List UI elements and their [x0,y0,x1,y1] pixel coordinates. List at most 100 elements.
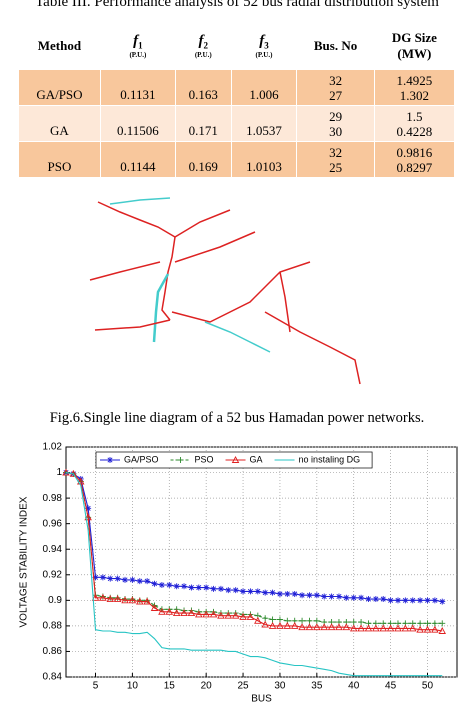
y-tick-label: 0.92 [43,569,63,580]
plot-area [65,446,458,678]
marker [91,593,100,601]
legend-label: GA/PSO [124,454,159,464]
cell-line: 30 [329,123,343,139]
marker [364,624,373,632]
marker [380,596,387,603]
header-cell: f2 (P.U.) [174,22,232,70]
table-cell: 1.006 [230,69,298,106]
series-line [65,472,443,603]
table-cell: GA/PSO [18,69,101,106]
table-cell: 1.5 0.4228 [373,105,456,142]
y-tick-label: 0.9 [48,595,62,606]
marker [158,607,166,615]
header-text: Bus. No [313,38,358,53]
chart: 0.84 0.86 0.88 0.9 0.92 0.94 0.96 0.98 1 1.02 5 10 1… [19,442,458,703]
marker [99,574,106,581]
header-text: Method [37,38,82,53]
feeder [204,321,271,353]
marker [151,580,158,587]
marker [290,621,299,629]
table-cell: 0.9816 0.8297 [373,141,456,178]
feeder [109,197,171,205]
marker [327,623,336,631]
header-cell: Bus. No [296,22,375,70]
marker [320,623,328,631]
marker [246,613,255,620]
table-cell: 0.1131 [99,69,176,106]
marker [195,610,203,618]
marker [306,617,313,624]
marker [195,584,202,591]
table-row: PSO 0.1144 0.169 1.0103 32 25 0.9816 0.8297 [18,141,456,178]
series-line [65,472,443,632]
marker [269,589,276,596]
marker [180,609,188,617]
marker [402,597,409,604]
network-diagram [89,197,361,385]
marker [150,604,159,611]
marker [173,583,180,590]
marker [166,582,173,588]
marker [85,505,92,512]
header-text: f [198,33,204,50]
marker [210,585,217,592]
marker [394,597,401,604]
cell-line: 29 [329,108,343,124]
marker [254,588,261,595]
header-subscript: 1 [138,40,143,51]
marker [386,624,395,632]
feeder [174,231,256,263]
cell-line: 1.302 [399,87,430,103]
marker [424,597,431,604]
x-tick-label: 50 [422,681,434,692]
marker [92,574,99,581]
marker [298,623,306,631]
header-text: f [133,33,139,50]
feeder [174,209,231,238]
y-tick-label: 0.88 [43,621,63,632]
feeder [171,261,311,323]
y-tick-label: 0.96 [43,518,63,529]
marker [262,589,269,596]
marker [401,624,410,632]
x-tick-label: 45 [385,681,397,692]
marker [357,624,365,632]
header-subscript: 3 [264,40,269,51]
cell-line: 0.4228 [396,123,433,139]
marker [408,624,417,632]
x-tick-label: 25 [237,681,249,692]
marker [172,609,181,617]
legend-marker [177,457,184,463]
table-cell: PSO [18,141,101,178]
marker [122,576,129,583]
x-tick-label: 40 [348,681,360,692]
marker [335,593,342,600]
marker [372,596,379,603]
y-tick-label: 0.98 [43,493,63,504]
marker [231,611,240,619]
x-tick-label: 35 [311,681,323,692]
x-tick-label: 15 [164,681,176,692]
marker [224,611,233,619]
marker [217,585,224,592]
marker [84,513,92,521]
header-text: f [259,33,265,50]
cell-line: 0.8297 [396,159,433,175]
marker [387,597,394,604]
marker [350,594,357,601]
marker [129,576,136,583]
x-tick-label: 5 [93,681,99,692]
feeder [279,271,291,333]
table-row: GA 0.11506 0.171 1.0537 29 30 1.5 0.4228 [18,105,456,142]
marker [439,620,446,627]
cell-line: 0.9816 [396,144,433,160]
marker [239,613,247,620]
marker [431,625,439,633]
marker [254,616,262,624]
marker [417,620,424,627]
cell-line: 25 [329,159,343,175]
marker [417,597,424,604]
marker [158,582,165,588]
table-cell: 0.169 [174,141,232,178]
